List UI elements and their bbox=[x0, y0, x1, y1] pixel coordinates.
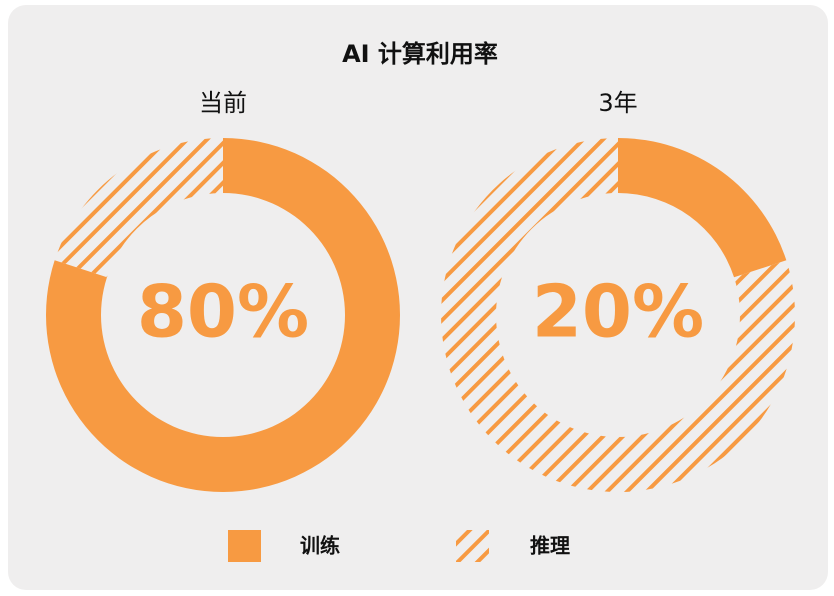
center-label: 80% bbox=[137, 270, 309, 354]
donut-segment bbox=[54, 138, 224, 278]
card bbox=[8, 5, 828, 590]
legend-swatch bbox=[228, 530, 261, 562]
center-label: 20% bbox=[532, 270, 704, 354]
donut-segment bbox=[46, 138, 400, 492]
pie-title: 当前 bbox=[199, 89, 247, 117]
legend-label: 推理 bbox=[530, 534, 570, 558]
donut-segment bbox=[618, 138, 787, 278]
pie-title: 3年 bbox=[598, 89, 637, 117]
legend-label: 训练 bbox=[300, 534, 340, 558]
chart-title: AI 计算利用率 bbox=[342, 40, 498, 68]
legend-swatch bbox=[456, 530, 489, 562]
donut-segment bbox=[440, 138, 795, 492]
